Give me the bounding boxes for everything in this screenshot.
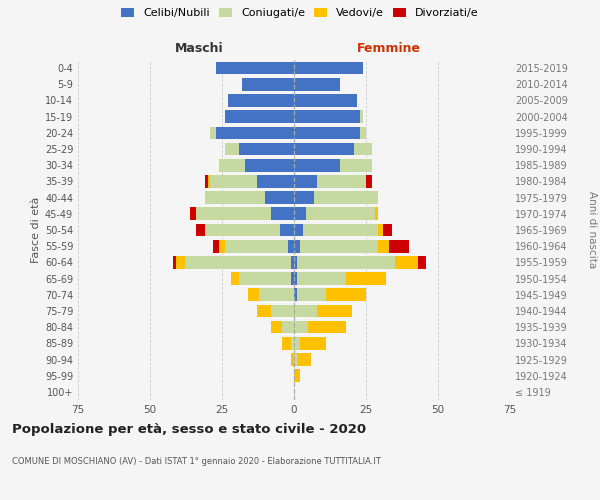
Bar <box>283 337 291 349</box>
Bar <box>294 321 308 334</box>
Bar <box>176 256 185 268</box>
Bar <box>377 240 389 252</box>
Bar <box>317 175 366 188</box>
Bar <box>294 304 317 318</box>
Bar <box>225 110 294 123</box>
Bar <box>308 321 346 334</box>
Bar <box>294 78 340 90</box>
Bar <box>219 159 245 172</box>
Bar <box>196 208 271 220</box>
Bar <box>205 224 280 236</box>
Bar <box>239 142 294 156</box>
Bar <box>294 370 300 382</box>
Bar <box>280 224 294 236</box>
Bar <box>211 126 216 139</box>
Bar <box>326 288 366 301</box>
Bar <box>355 142 372 156</box>
Bar <box>230 272 239 285</box>
Bar <box>242 78 294 90</box>
Bar <box>228 94 294 107</box>
Bar <box>294 142 355 156</box>
Text: Maschi: Maschi <box>175 42 223 55</box>
Bar <box>257 175 294 188</box>
Bar <box>205 192 265 204</box>
Bar <box>291 272 294 285</box>
Bar <box>294 353 297 366</box>
Bar <box>259 288 294 301</box>
Bar <box>291 337 294 349</box>
Bar <box>291 256 294 268</box>
Bar <box>300 337 326 349</box>
Bar <box>294 288 297 301</box>
Text: Femmine: Femmine <box>357 42 421 55</box>
Bar <box>225 142 239 156</box>
Bar <box>297 272 346 285</box>
Bar <box>294 256 297 268</box>
Bar <box>190 208 196 220</box>
Bar <box>288 240 294 252</box>
Bar <box>291 353 294 366</box>
Bar <box>305 208 374 220</box>
Bar <box>294 192 314 204</box>
Bar <box>395 256 418 268</box>
Bar <box>302 224 377 236</box>
Bar <box>216 62 294 74</box>
Bar <box>248 288 259 301</box>
Bar <box>294 126 360 139</box>
Bar <box>360 110 363 123</box>
Bar <box>271 208 294 220</box>
Bar <box>297 288 326 301</box>
Bar <box>294 272 297 285</box>
Bar <box>297 256 395 268</box>
Bar <box>294 337 300 349</box>
Bar <box>214 240 219 252</box>
Y-axis label: Fasce di età: Fasce di età <box>31 197 41 263</box>
Bar <box>257 304 271 318</box>
Bar <box>294 110 360 123</box>
Bar <box>366 175 372 188</box>
Bar <box>265 192 294 204</box>
Bar <box>294 94 358 107</box>
Bar <box>205 175 208 188</box>
Bar <box>185 256 291 268</box>
Bar <box>219 240 225 252</box>
Bar <box>239 272 291 285</box>
Bar <box>211 175 257 188</box>
Bar <box>294 159 340 172</box>
Bar <box>294 208 305 220</box>
Text: Popolazione per età, sesso e stato civile - 2020: Popolazione per età, sesso e stato civil… <box>12 422 366 436</box>
Legend: Celibi/Nubili, Coniugati/e, Vedovi/e, Divorziati/e: Celibi/Nubili, Coniugati/e, Vedovi/e, Di… <box>119 6 481 20</box>
Bar <box>294 175 317 188</box>
Bar <box>374 208 377 220</box>
Bar <box>383 224 392 236</box>
Bar <box>294 224 302 236</box>
Bar <box>340 159 372 172</box>
Bar <box>245 159 294 172</box>
Bar <box>294 240 300 252</box>
Bar <box>225 240 288 252</box>
Bar <box>300 240 377 252</box>
Bar <box>294 62 363 74</box>
Bar <box>173 256 176 268</box>
Bar <box>389 240 409 252</box>
Bar <box>346 272 386 285</box>
Bar <box>208 175 211 188</box>
Text: COMUNE DI MOSCHIANO (AV) - Dati ISTAT 1° gennaio 2020 - Elaborazione TUTTITALIA.: COMUNE DI MOSCHIANO (AV) - Dati ISTAT 1°… <box>12 458 381 466</box>
Bar <box>360 126 366 139</box>
Bar <box>377 224 383 236</box>
Bar <box>196 224 205 236</box>
Bar <box>271 321 283 334</box>
Bar <box>216 126 294 139</box>
Bar <box>271 304 294 318</box>
Bar <box>283 321 294 334</box>
Bar <box>317 304 352 318</box>
Bar <box>314 192 377 204</box>
Bar <box>297 353 311 366</box>
Text: Anni di nascita: Anni di nascita <box>587 192 597 268</box>
Bar <box>418 256 427 268</box>
